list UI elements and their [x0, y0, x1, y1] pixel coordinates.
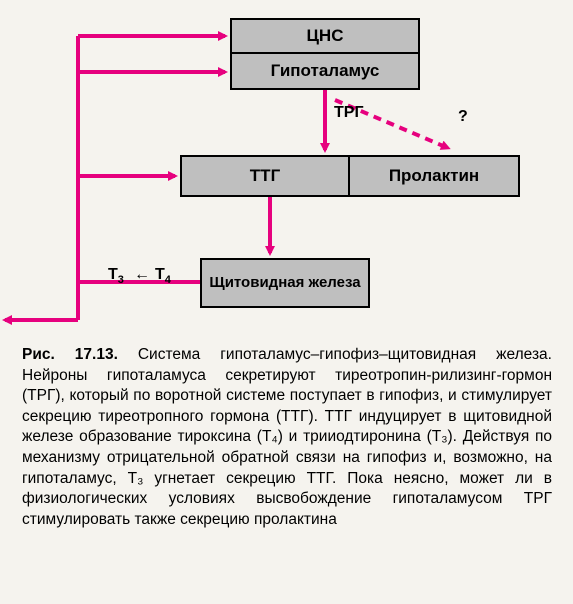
node-thyroid: Щитовидная железа [200, 258, 370, 308]
caption-figno: Рис. 17.13. [22, 346, 118, 363]
node-tsh: ТТГ [180, 155, 350, 197]
label-t3: T3 [108, 266, 124, 286]
label-t4: T4 [155, 266, 171, 286]
label-qmark: ? [458, 108, 468, 126]
node-prolactin: Пролактин [350, 155, 520, 197]
node-cns: ЦНС [230, 18, 420, 54]
node-hypo-label: Гипоталамус [271, 61, 380, 81]
caption-body: Нейроны гипоталамуса секретируют тиреотр… [22, 367, 552, 528]
arrow-t4-t3: ← [134, 266, 150, 284]
page-root: ЦНС Гипоталамус ТТГ Пролактин Щитовидная… [0, 0, 573, 604]
hpt-diagram: ЦНС Гипоталамус ТТГ Пролактин Щитовидная… [0, 0, 573, 340]
label-trh: ТРГ [334, 104, 364, 122]
node-cns-label: ЦНС [307, 26, 344, 46]
caption-title: Система гипоталамус–гипофиз–щитовидная ж… [138, 346, 552, 363]
node-thyroid-label: Щитовидная железа [209, 275, 360, 292]
node-prl-label: Пролактин [389, 166, 479, 186]
node-tsh-label: ТТГ [250, 166, 280, 186]
figure-caption: Рис. 17.13. Система гипоталамус–гипофиз–… [22, 345, 552, 530]
node-hypothalamus: Гипоталамус [230, 54, 420, 90]
